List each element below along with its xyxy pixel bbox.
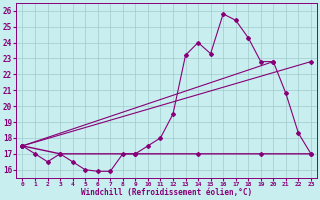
X-axis label: Windchill (Refroidissement éolien,°C): Windchill (Refroidissement éolien,°C) [81,188,252,197]
